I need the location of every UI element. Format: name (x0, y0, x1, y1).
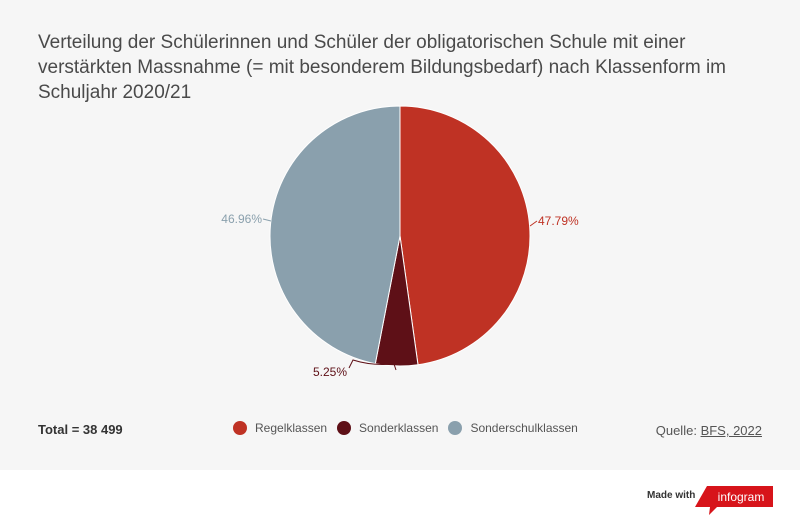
legend: Regelklassen Sonderklassen Sonderschulkl… (233, 421, 578, 435)
data-label: 46.96% (221, 212, 262, 226)
legend-item-sonderschulklassen[interactable]: Sonderschulklassen (448, 421, 578, 435)
total-label: Total = 38 499 (38, 422, 123, 437)
legend-item-sonderklassen[interactable]: Sonderklassen (337, 421, 438, 435)
pie-slice-regelklassen[interactable] (399, 105, 531, 366)
legend-dot (448, 421, 463, 435)
chart-title: Verteilung der Schülerinnen und Schüler … (38, 32, 726, 103)
source-prefix: Quelle: (655, 423, 697, 438)
leader-line (529, 220, 538, 227)
legend-item-regelklassen[interactable]: Regelklassen (233, 421, 327, 435)
legend-label: Regelklassen (255, 421, 328, 435)
data-label: 5.25% (313, 365, 347, 379)
infogram-logo[interactable]: infogram (695, 486, 775, 516)
leader-line (348, 359, 397, 371)
legend-label: Sonderschulklassen (470, 421, 578, 435)
leader-line (262, 218, 272, 222)
source-link[interactable]: BFS, 2022 (700, 423, 762, 438)
legend-label: Sonderklassen (359, 421, 439, 435)
data-label: 47.79% (538, 214, 579, 228)
pie-slice-sonderschulklassen[interactable] (269, 105, 401, 365)
legend-dot (337, 421, 352, 435)
made-with-label: Made with (647, 490, 696, 501)
source: Quelle: BFS, 2022 (656, 423, 762, 438)
svg-text:infogram: infogram (718, 490, 765, 504)
pie-chart: 47.79% 5.25% 46.96% (221, 105, 579, 379)
legend-dot (233, 421, 247, 435)
